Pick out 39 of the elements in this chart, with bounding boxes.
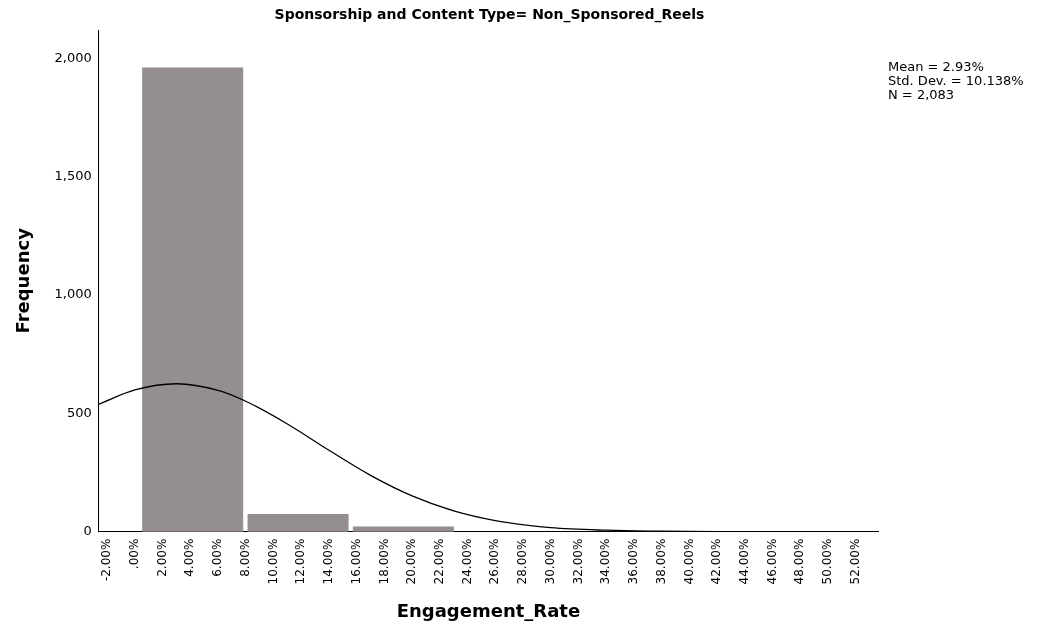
x-tick-label: 18.00% <box>376 538 391 585</box>
x-tick-label: 22.00% <box>432 538 447 585</box>
chart-title: Sponsorship and Content Type= Non_Sponsored_Reels <box>273 6 706 22</box>
x-tick-label: 28.00% <box>515 538 530 585</box>
y-tick-label: 0 <box>83 523 92 539</box>
x-tick-label: 36.00% <box>626 538 641 585</box>
x-tick-label: 20.00% <box>404 538 419 585</box>
x-tick-label: -2.00% <box>99 538 114 582</box>
y-axis-title: Frequency <box>12 227 34 334</box>
y-tick-label: 500 <box>66 404 92 420</box>
y-tick-label: 1,500 <box>54 168 92 184</box>
x-tick-label: 16.00% <box>348 538 363 585</box>
x-tick-label: 14.00% <box>321 538 336 585</box>
x-tick-label: 2.00% <box>154 538 169 577</box>
x-tick-label: 10.00% <box>265 538 280 585</box>
x-tick-label: 24.00% <box>459 538 474 585</box>
x-tick-label: .00% <box>126 538 141 570</box>
y-tick-label: 2,000 <box>54 49 92 65</box>
y-tick-label: 1,000 <box>54 286 92 302</box>
x-tick-label: 46.00% <box>764 538 779 585</box>
x-tick-label: 4.00% <box>182 538 197 577</box>
x-tick-label: 6.00% <box>210 538 225 577</box>
x-tick-label: 52.00% <box>847 538 862 585</box>
x-tick-label: 30.00% <box>542 538 557 585</box>
x-tick-label: 34.00% <box>598 538 613 585</box>
x-tick-label: 48.00% <box>792 538 807 585</box>
x-tick-label: 42.00% <box>709 538 724 585</box>
x-tick-label: 26.00% <box>487 538 502 585</box>
x-tick-label: 12.00% <box>293 538 308 585</box>
text: Mean = 2.93% <box>888 59 985 74</box>
x-tick-label: 50.00% <box>820 538 835 585</box>
x-axis-title: Engagement_Rate <box>396 599 581 621</box>
x-tick-label: 40.00% <box>681 538 696 585</box>
x-tick-label: 32.00% <box>570 538 585 585</box>
text: Std. Dev. = 10.138% <box>888 73 1024 88</box>
x-tick-label: 44.00% <box>737 538 752 585</box>
x-tick-label: 38.00% <box>653 538 668 585</box>
text: N = 2,083 <box>888 87 956 102</box>
x-tick-label: 8.00% <box>237 538 252 577</box>
